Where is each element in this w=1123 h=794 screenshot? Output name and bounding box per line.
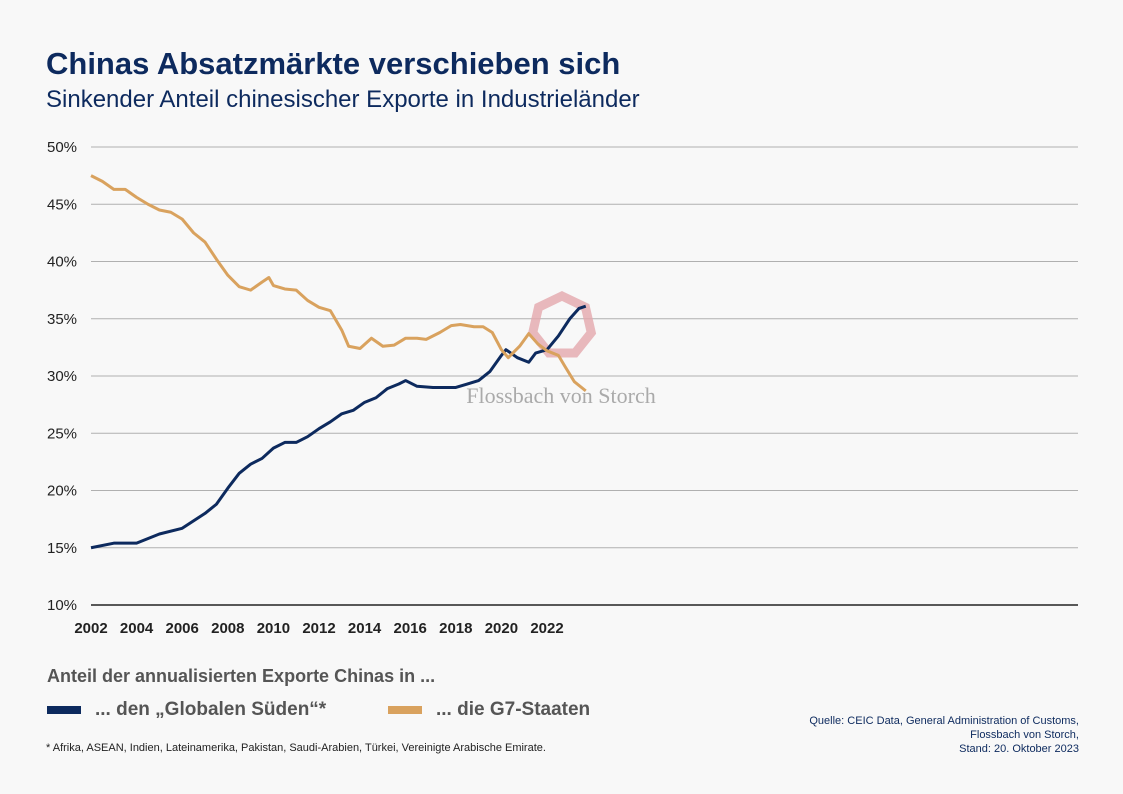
y-tick-label: 10% (47, 597, 77, 614)
series-line-g7 (90, 174, 587, 393)
x-tick-label: 2006 (166, 620, 199, 637)
chart-title: Chinas Absatzmärkte verschieben sich (46, 46, 621, 81)
x-tick-label: 2020 (485, 620, 518, 637)
legend-item-global-south: ... den „Globalen Süden“* (47, 699, 326, 721)
footnote: * Afrika, ASEAN, Indien, Lateinamerika, … (46, 742, 546, 754)
legend-item-g7: ... die G7-Staaten (388, 699, 590, 721)
x-tick-label: 2012 (302, 620, 335, 637)
watermark-text: Flossbach von Storch (466, 383, 655, 408)
y-tick-label: 50% (47, 139, 77, 156)
x-tick-label: 2016 (394, 620, 427, 637)
x-tick-label: 2002 (74, 620, 107, 637)
y-tick-label: 35% (47, 311, 77, 328)
x-tick-label: 2004 (120, 620, 154, 637)
x-tick-label: 2014 (348, 620, 382, 637)
legend-label: ... die G7-Staaten (436, 699, 591, 720)
x-tick-label: 2008 (211, 620, 244, 637)
y-tick-label: 25% (47, 425, 77, 442)
watermark-logo: Flossbach von Storch (466, 291, 656, 408)
legend-label: ... den „Globalen Süden“* (95, 699, 327, 720)
y-tick-label: 45% (47, 196, 77, 213)
source-note: Quelle: CEIC Data, General Administratio… (809, 714, 1079, 756)
legend-swatch (388, 706, 422, 714)
x-tick-label: 2022 (530, 620, 563, 637)
series-line-global-south (90, 304, 587, 550)
legend-title: Anteil der annualisierten Exporte Chinas… (47, 666, 436, 686)
source-line: Stand: 20. Oktober 2023 (959, 743, 1079, 755)
chart-subtitle: Sinkender Anteil chinesischer Exporte in… (46, 86, 640, 113)
x-tick-label: 2018 (439, 620, 472, 637)
source-line: Flossbach von Storch, (970, 729, 1079, 741)
source-line: Quelle: CEIC Data, General Administratio… (809, 715, 1079, 727)
y-tick-label: 20% (47, 483, 77, 500)
legend-swatch (47, 706, 81, 714)
y-tick-label: 40% (47, 254, 77, 271)
y-tick-label: 15% (47, 540, 77, 557)
y-tick-label: 30% (47, 368, 77, 385)
x-tick-label: 2010 (257, 620, 290, 637)
